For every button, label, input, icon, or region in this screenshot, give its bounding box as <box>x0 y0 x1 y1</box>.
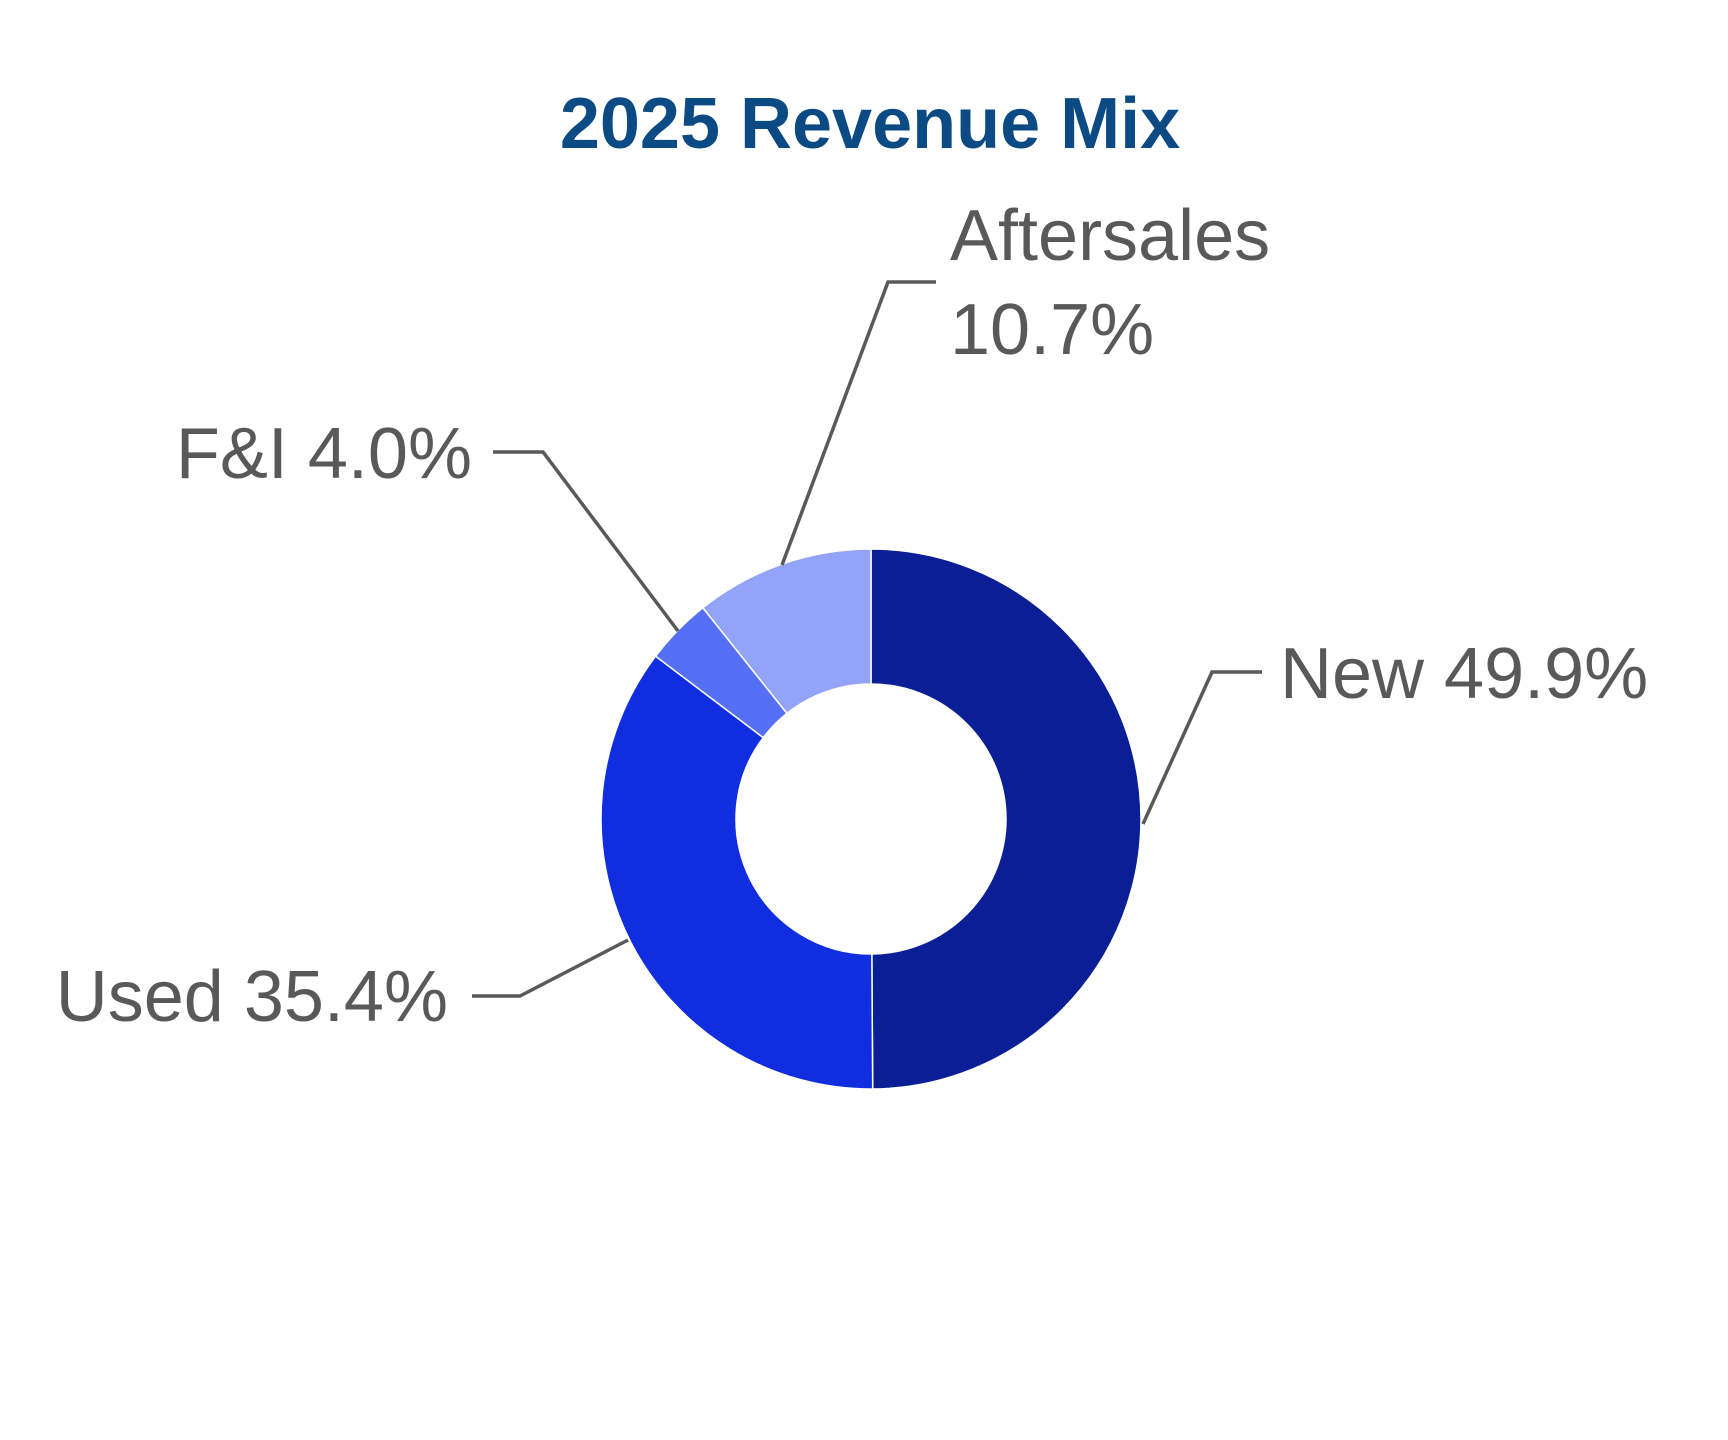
data-label-line: Aftersales <box>950 196 1270 276</box>
slice-aftersales <box>701 548 872 715</box>
leader-line-new <box>1141 670 1262 825</box>
data-label-line: F&I 4.0% <box>176 414 472 494</box>
leader-lines <box>472 280 1262 998</box>
data-label-new: New 49.9% <box>1280 634 1648 714</box>
leader-line-f-i <box>493 450 680 633</box>
chart-title: 2025 Revenue Mix <box>560 84 1180 164</box>
data-label-line: Used 35.4% <box>56 957 448 1037</box>
data-label-used: Used 35.4% <box>56 957 448 1037</box>
slice-labels: New 49.9% Used 35.4% F&I 4.0% Aftersales 10.… <box>56 196 1648 1037</box>
leader-line-used <box>472 938 629 998</box>
data-label-f-i: F&I 4.0% <box>176 414 472 494</box>
data-label-aftersales: Aftersales 10.7% <box>950 196 1270 370</box>
leader-line-aftersales <box>780 280 936 566</box>
donut-slices <box>600 548 1142 1090</box>
slice-used <box>600 655 874 1090</box>
slice-new <box>870 548 1142 1090</box>
data-label-line: New 49.9% <box>1280 634 1648 714</box>
data-label-line: 10.7% <box>950 290 1154 370</box>
